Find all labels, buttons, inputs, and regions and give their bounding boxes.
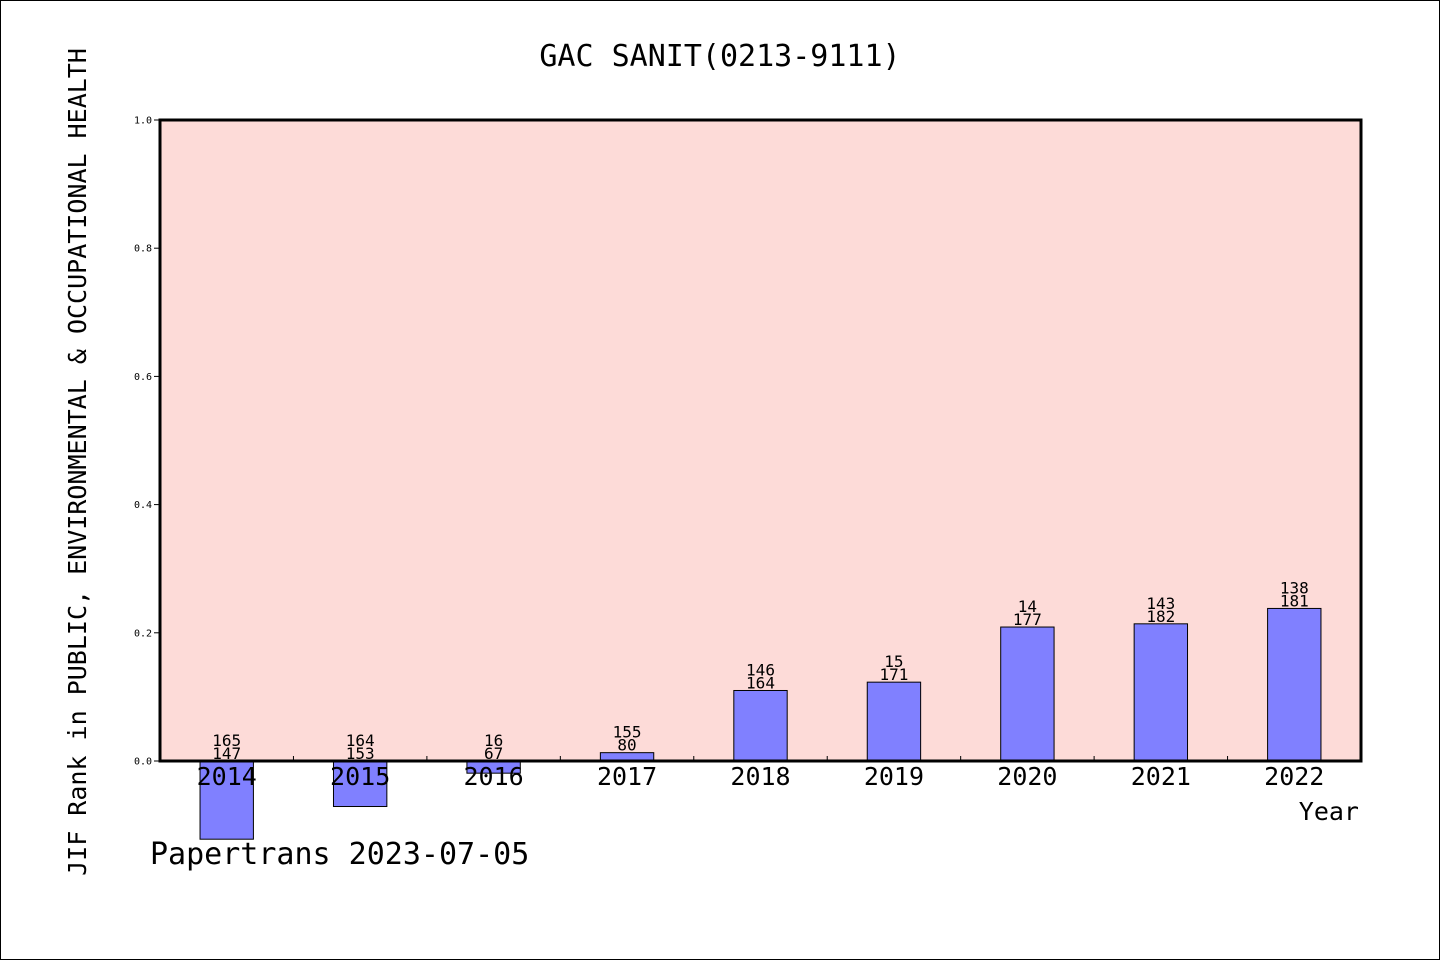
data-label-bottom: 182 bbox=[1146, 607, 1175, 626]
x-axis-title: Year bbox=[1299, 797, 1359, 826]
data-label-bottom: 171 bbox=[879, 665, 908, 684]
chart-title: GAC SANIT(0213-9111) bbox=[539, 39, 900, 74]
data-label-top: 155 bbox=[613, 723, 642, 742]
data-label-bottom: 80 bbox=[617, 736, 636, 755]
data-label-bottom: 67 bbox=[484, 744, 503, 763]
y-tick-label: 0.0 bbox=[134, 757, 152, 768]
data-label-top: 146 bbox=[746, 660, 775, 679]
x-tick-label: 2019 bbox=[864, 762, 924, 791]
data-label-top: 15 bbox=[884, 652, 903, 671]
x-tick-label: 2015 bbox=[330, 762, 390, 791]
data-label-top: 143 bbox=[1146, 594, 1175, 613]
data-label-top: 16 bbox=[484, 731, 503, 750]
x-tick-label: 2014 bbox=[197, 762, 257, 791]
data-label-bottom: 147 bbox=[212, 744, 241, 763]
bar-2014 bbox=[199, 760, 254, 840]
x-tick-label: 2018 bbox=[730, 762, 790, 791]
data-label-bottom: 177 bbox=[1013, 610, 1042, 629]
x-tick-label: 2017 bbox=[597, 762, 657, 791]
y-axis: 0.0 0.2 0.4 0.6 0.8 1.0 bbox=[134, 116, 160, 768]
watermark-text: Papertrans 2023-07-05 bbox=[150, 837, 529, 872]
x-axis: 2014 2015 2016 2017 2018 2019 2020 2021 2022 bbox=[160, 756, 1361, 791]
data-label-bottom: 153 bbox=[346, 744, 375, 763]
x-tick-label: 2020 bbox=[997, 762, 1057, 791]
x-tick-label: 2022 bbox=[1264, 762, 1324, 791]
bar-2019 bbox=[866, 681, 922, 762]
y-tick-label: 0.8 bbox=[134, 244, 152, 255]
data-label-top: 138 bbox=[1280, 578, 1309, 597]
y-tick-label: 0.4 bbox=[134, 500, 152, 511]
data-label-top: 164 bbox=[346, 731, 375, 750]
bar-2020 bbox=[1000, 626, 1055, 762]
y-tick-label: 0.2 bbox=[134, 628, 152, 639]
data-label-bottom: 181 bbox=[1280, 591, 1309, 610]
bar-2022 bbox=[1267, 607, 1322, 762]
data-label-bottom: 164 bbox=[746, 673, 775, 692]
y-tick-label: 1.0 bbox=[134, 116, 152, 127]
bar-2018 bbox=[733, 689, 788, 762]
x-tick-label: 2021 bbox=[1131, 762, 1191, 791]
y-axis-title: JIF Rank in PUBLIC, ENVIRONMENTAL & OCCU… bbox=[63, 48, 92, 876]
data-label-top: 14 bbox=[1018, 597, 1037, 616]
x-tick-label: 2016 bbox=[464, 762, 524, 791]
y-tick-label: 0.6 bbox=[134, 372, 152, 383]
data-label-top: 165 bbox=[212, 731, 241, 750]
bar-2021 bbox=[1133, 623, 1189, 762]
